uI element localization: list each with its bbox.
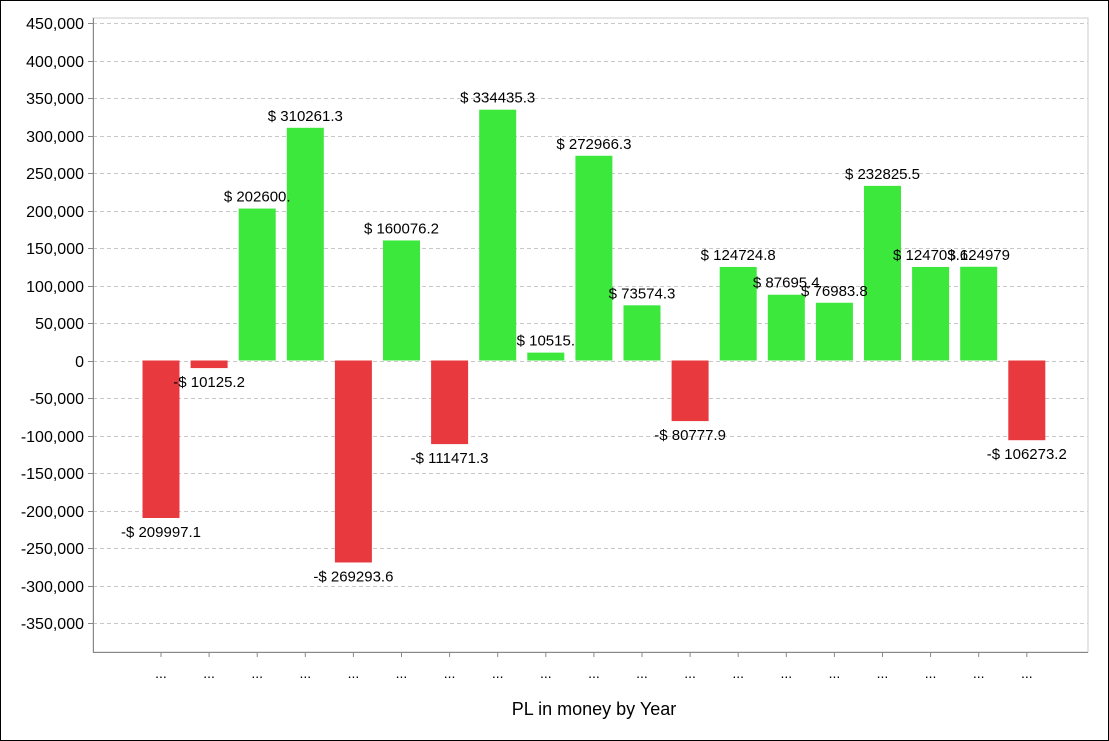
x-tick-label: ...: [829, 665, 841, 681]
bar: [286, 127, 324, 361]
y-tick-label: 0: [75, 354, 84, 371]
axes: [88, 17, 1089, 657]
bar-data-label: -$ 111471.3: [411, 450, 489, 467]
bar-data-label: $ 73574.3: [609, 285, 676, 302]
x-tick-label: ...: [780, 665, 792, 681]
bar-data-label: $ 232825.5: [845, 166, 920, 183]
bar-data-labels: -$ 209997.1 -$ 10125.2 $ 202600. $ 310261.3…: [121, 90, 1067, 586]
y-tick-label: 150,000: [26, 241, 84, 258]
x-tick-label: ...: [492, 665, 504, 681]
bar: [527, 352, 565, 361]
y-tick-label: 100,000: [26, 279, 84, 296]
x-tick-label: ...: [396, 665, 408, 681]
y-tick-label: -100,000: [21, 429, 84, 446]
x-tick-label: ...: [203, 665, 215, 681]
bar-data-label: $ 160076.2: [364, 220, 439, 237]
y-tick-label: 400,000: [26, 54, 84, 71]
y-tick-label: 50,000: [35, 316, 84, 333]
bar-data-label: $ 202600.: [224, 189, 291, 206]
y-tick-label: -150,000: [21, 466, 84, 483]
bar-data-label: $ 124703.6: [893, 247, 968, 264]
bar: [190, 360, 228, 369]
x-tick-label: ...: [684, 665, 696, 681]
bar: [960, 266, 998, 361]
x-tick-label: ...: [925, 665, 937, 681]
x-tick-label: ...: [1021, 665, 1033, 681]
x-tick-label: ...: [732, 665, 744, 681]
bar-data-label: $ 10515.: [517, 333, 575, 350]
y-tick-label: 300,000: [26, 129, 84, 146]
bar: [431, 360, 469, 445]
bar-data-label: $ 334435.3: [460, 90, 535, 107]
bar: [671, 360, 709, 422]
y-tick-label: 250,000: [26, 166, 84, 183]
bar: [719, 266, 757, 361]
bars: [142, 109, 1046, 563]
bar: [815, 302, 853, 361]
bar: [479, 109, 517, 361]
y-tick-label: 350,000: [26, 91, 84, 108]
y-tick-label: -350,000: [21, 616, 84, 633]
bar-data-label: $ 272966.3: [556, 136, 631, 153]
x-tick-label: ...: [348, 665, 360, 681]
bar: [1008, 360, 1046, 441]
y-axis-tick-labels: 450,000 400,000 350,000 300,000 250,000 200,0…: [21, 16, 84, 633]
x-tick-label: ...: [299, 665, 311, 681]
x-tick-label: ...: [588, 665, 600, 681]
x-axis-tick-labels: ........................................…: [155, 665, 1032, 681]
bar: [864, 185, 901, 361]
y-tick-label: -250,000: [21, 541, 84, 558]
y-tick-label: 450,000: [26, 16, 84, 33]
x-tick-label: ...: [444, 665, 456, 681]
y-tick-label: -50,000: [30, 391, 84, 408]
x-tick-label: ...: [155, 665, 167, 681]
bar: [623, 305, 661, 361]
bar-data-label: -$ 80777.9: [654, 427, 726, 444]
bar: [912, 266, 950, 361]
bar-data-label: $ 87695.4: [753, 275, 820, 292]
bar-data-label: -$ 269293.6: [313, 568, 393, 585]
bar-data-label: $ 124724.8: [701, 247, 776, 264]
x-tick-label: ...: [251, 665, 263, 681]
bar-data-label: -$ 106273.2: [987, 446, 1067, 463]
x-axis-title: PL in money by Year: [512, 699, 676, 719]
bar: [334, 360, 372, 563]
bar: [238, 208, 276, 361]
bar-data-label: $ 124979: [947, 247, 1010, 264]
bar: [383, 240, 420, 361]
bar: [767, 294, 805, 361]
bar-data-label: $ 76983.8: [801, 283, 868, 300]
bar-data-label: -$ 209997.1: [121, 524, 201, 541]
bar: [575, 155, 613, 361]
bar: [142, 360, 180, 518]
bar-data-label: $ 310261.3: [268, 108, 343, 125]
x-tick-label: ...: [636, 665, 648, 681]
x-tick-label: ...: [540, 665, 552, 681]
x-tick-label: ...: [877, 665, 889, 681]
y-tick-label: -200,000: [21, 504, 84, 521]
y-tick-label: -300,000: [21, 579, 84, 596]
bar-data-label: -$ 10125.2: [173, 374, 245, 391]
x-tick-label: ...: [973, 665, 985, 681]
y-tick-label: 200,000: [26, 204, 84, 221]
